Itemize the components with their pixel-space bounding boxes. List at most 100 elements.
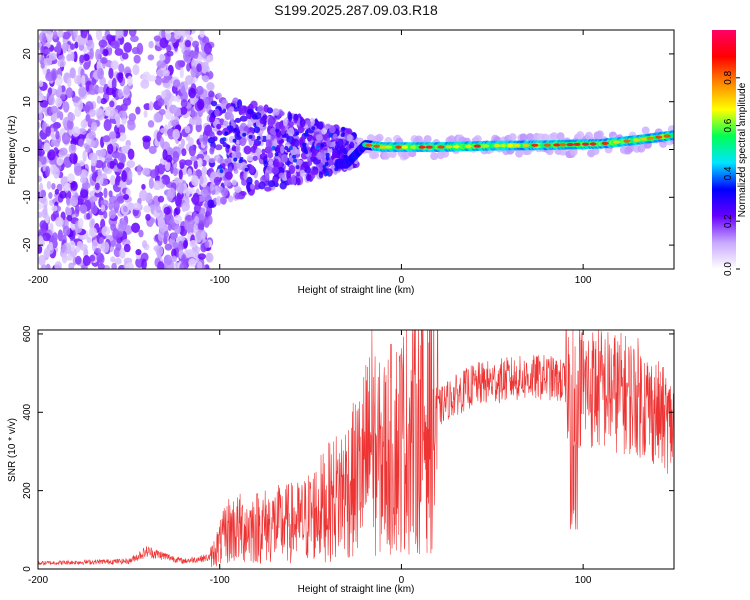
spectrogram-cell — [127, 202, 135, 211]
spectrogram-cell — [94, 247, 102, 254]
spectrogram-cell — [56, 110, 62, 119]
spectrogram-cell — [142, 135, 152, 143]
spectrogram-cell — [216, 92, 222, 100]
spectrogram-cell — [38, 53, 42, 62]
spectrogram-cell — [219, 169, 224, 174]
spectrogram-cell — [601, 141, 609, 145]
spectrogram-cell — [291, 174, 297, 185]
spectrogram-cell — [145, 213, 151, 221]
spectrogram-cell — [325, 171, 330, 176]
spectrogram-cell — [233, 157, 238, 162]
spectrogram-cell — [292, 138, 300, 148]
spectrogram-y-tick-label: -20 — [22, 237, 33, 252]
spectrogram-cell — [273, 138, 278, 148]
spectrogram-cell — [192, 116, 201, 126]
spectrogram-cell — [176, 235, 186, 245]
spectrogram-cell — [177, 240, 184, 253]
spectrogram-cell — [56, 156, 64, 166]
spectrogram-cell — [373, 144, 381, 148]
spectrogram-cell — [79, 88, 87, 97]
spectrogram-cell — [127, 75, 133, 87]
spectrogram-cell — [70, 181, 78, 192]
spectrogram-cell — [122, 30, 129, 37]
spectrogram-cell — [40, 45, 45, 57]
spectrogram-cell — [295, 149, 301, 155]
spectrogram-cell — [304, 132, 309, 137]
spectrogram-cell — [39, 239, 45, 247]
spectrogram-cell — [213, 176, 221, 186]
spectrogram-x-tick-label: 100 — [575, 275, 592, 286]
spectrogram-cell — [114, 257, 122, 265]
spectrogram-cell — [162, 69, 170, 77]
spectrogram-cell — [61, 42, 70, 51]
spectrogram-cell — [265, 172, 270, 182]
spectrogram-cell — [103, 119, 112, 131]
spectrogram-cell — [174, 177, 180, 185]
spectrogram-cell — [272, 108, 280, 116]
spectrogram-cell — [184, 125, 191, 134]
spectrogram-cell — [201, 166, 208, 176]
spectrogram-cell — [193, 50, 199, 60]
spectrogram-cell — [246, 108, 254, 115]
spectrogram-cell — [140, 79, 150, 89]
spectrogram-cell — [81, 182, 91, 190]
spectrogram-cell — [259, 153, 268, 160]
spectrogram-cell — [179, 66, 184, 79]
spectrogram-cell — [57, 59, 66, 68]
spectrogram-cell — [109, 160, 115, 169]
spectrogram-cell — [212, 136, 218, 142]
spectrogram-cell — [69, 43, 76, 50]
spectrogram-cell — [258, 181, 266, 190]
spectrogram-cell — [75, 255, 82, 265]
spectrogram-cell — [508, 133, 517, 142]
spectrogram-cell — [63, 182, 72, 192]
spectrogram-cell — [50, 213, 57, 222]
spectrogram-cell — [77, 128, 87, 136]
spectrogram-cell — [85, 144, 91, 153]
spectrogram-cell — [149, 169, 158, 179]
spectrogram-cell — [273, 158, 280, 169]
spectrogram-cell — [209, 115, 216, 123]
spectrogram-cell — [43, 142, 51, 153]
spectrogram-cell — [519, 133, 528, 142]
spectrogram-cell — [88, 130, 96, 140]
spectrogram-cell — [147, 75, 157, 82]
spectrogram-cell — [188, 144, 197, 157]
spectrogram-cell — [307, 160, 313, 167]
spectrogram-cell — [122, 97, 132, 106]
spectrogram-cell — [118, 71, 124, 79]
spectrogram-cell — [267, 117, 274, 128]
spectrogram-cell — [199, 30, 205, 38]
spectrogram-cell — [133, 54, 141, 64]
spectrogram-cell — [515, 149, 524, 158]
spectrogram-cell — [180, 254, 187, 266]
spectrogram-cell — [210, 100, 218, 107]
spectrogram-cell — [337, 148, 343, 155]
spectrogram-cell — [126, 160, 136, 168]
spectrogram-cell — [318, 162, 324, 169]
spectrogram-cell — [196, 85, 204, 96]
spectrogram-cell — [264, 186, 272, 192]
snr-y-tick-label: 0 — [22, 566, 33, 572]
spectrogram-cell — [246, 176, 253, 185]
spectrogram-cell — [46, 30, 53, 43]
spectrogram-cell — [206, 252, 214, 263]
spectrogram-cell — [197, 253, 207, 260]
spectrogram-cell — [226, 144, 231, 149]
spectrogram-cell — [176, 182, 185, 194]
spectrogram-cell — [249, 165, 255, 174]
colorbar-tick-label: 0.6 — [723, 118, 734, 132]
spectrogram-cell — [581, 142, 589, 146]
spectrogram-cell — [199, 134, 204, 144]
spectrogram-cell — [109, 100, 115, 108]
spectrogram-cell — [123, 193, 130, 201]
spectrogram-cell — [218, 165, 223, 170]
spectrogram-cell — [409, 145, 417, 149]
spectrogram-cell — [59, 94, 66, 101]
spectrogram-cell — [61, 253, 68, 264]
spectrogram-cell — [167, 187, 176, 199]
spectrogram-cell — [174, 32, 181, 40]
spectrogram-cell — [160, 127, 168, 134]
spectrogram-cell — [157, 195, 165, 203]
spectrogram-cell — [111, 77, 117, 90]
